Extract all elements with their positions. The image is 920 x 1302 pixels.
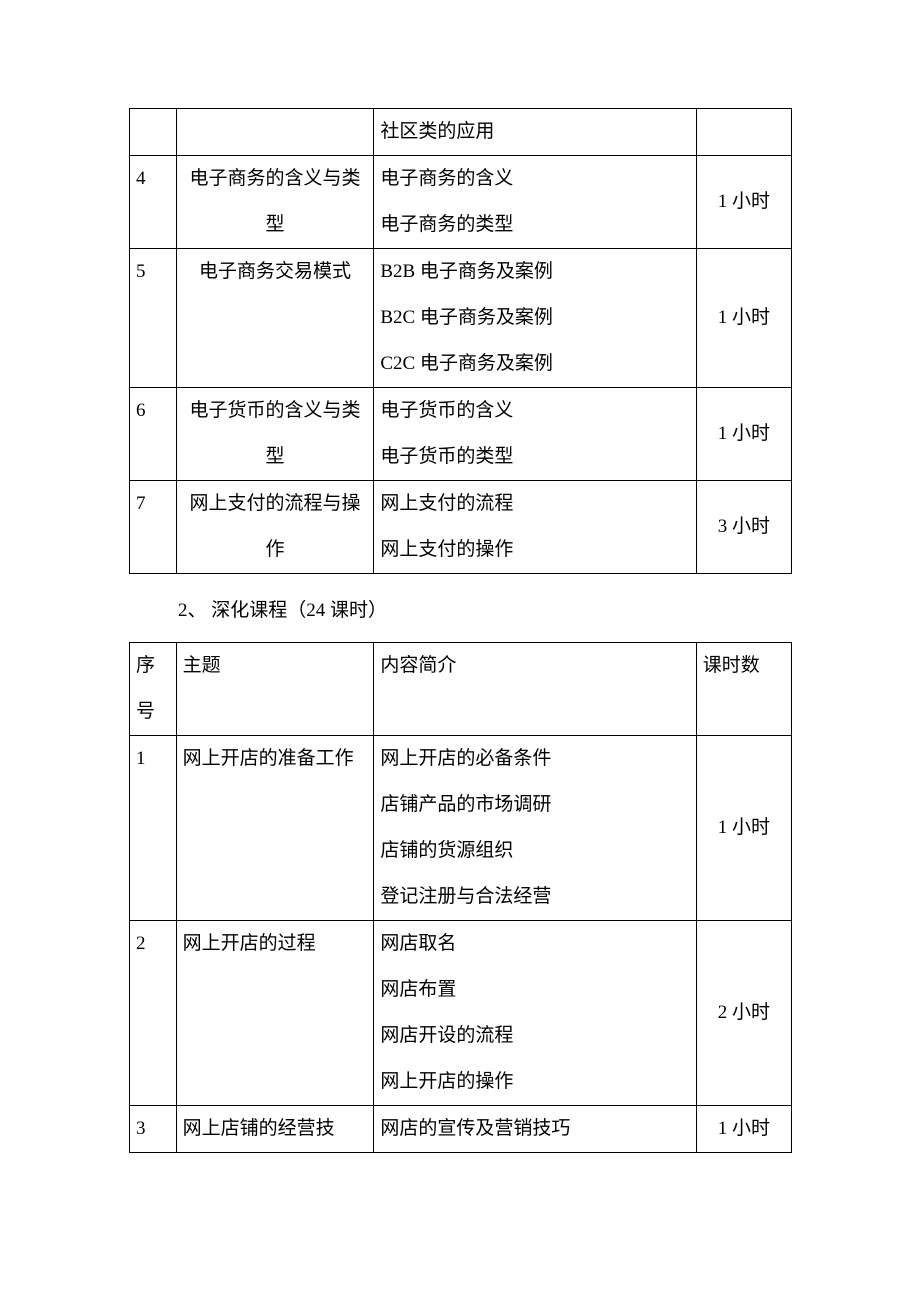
cell-topic: 网上支付的流程与操作 xyxy=(176,481,374,574)
cell-index: 4 xyxy=(130,156,177,249)
cell-hours: 1 小时 xyxy=(696,736,791,921)
cell-desc: 网店的宣传及营销技巧 xyxy=(374,1106,696,1153)
cell-desc: 社区类的应用 xyxy=(374,109,696,156)
cell-desc: 电子货币的含义电子货币的类型 xyxy=(374,388,696,481)
cell-topic: 电子商务的含义与类型 xyxy=(176,156,374,249)
cell-topic xyxy=(176,109,374,156)
cell-hours: 1 小时 xyxy=(696,249,791,388)
cell-index: 5 xyxy=(130,249,177,388)
cell-hours: 1 小时 xyxy=(696,1106,791,1153)
table-row: 1 网上开店的准备工作 网上开店的必备条件店铺产品的市场调研店铺的货源组织登记注… xyxy=(130,736,792,921)
table-row: 7 网上支付的流程与操作 网上支付的流程网上支付的操作 3 小时 xyxy=(130,481,792,574)
table-row: 社区类的应用 xyxy=(130,109,792,156)
header-hours: 课时数 xyxy=(696,643,791,736)
section-heading: 2、 深化课程（24 课时） xyxy=(178,588,920,634)
cell-desc: 网店取名网店布置网店开设的流程网上开店的操作 xyxy=(374,921,696,1106)
cell-hours: 1 小时 xyxy=(696,388,791,481)
cell-topic: 电子货币的含义与类型 xyxy=(176,388,374,481)
table-row: 5 电子商务交易模式 B2B 电子商务及案例B2C 电子商务及案例C2C 电子商… xyxy=(130,249,792,388)
document-page: 社区类的应用 4 电子商务的含义与类型 电子商务的含义电子商务的类型 1 小时 … xyxy=(0,0,920,1302)
cell-hours xyxy=(696,109,791,156)
header-index: 序号 xyxy=(130,643,177,736)
cell-topic: 网上开店的准备工作 xyxy=(176,736,374,921)
table-row: 3 网上店铺的经营技 网店的宣传及营销技巧 1 小时 xyxy=(130,1106,792,1153)
table-row: 4 电子商务的含义与类型 电子商务的含义电子商务的类型 1 小时 xyxy=(130,156,792,249)
cell-topic: 电子商务交易模式 xyxy=(176,249,374,388)
cell-desc: B2B 电子商务及案例B2C 电子商务及案例C2C 电子商务及案例 xyxy=(374,249,696,388)
course-table-2: 序号 主题 内容简介 课时数 1 网上开店的准备工作 网上开店的必备条件店铺产品… xyxy=(129,642,792,1153)
cell-desc: 电子商务的含义电子商务的类型 xyxy=(374,156,696,249)
cell-index xyxy=(130,109,177,156)
header-desc: 内容简介 xyxy=(374,643,696,736)
cell-index: 1 xyxy=(130,736,177,921)
table-header-row: 序号 主题 内容简介 课时数 xyxy=(130,643,792,736)
cell-hours: 2 小时 xyxy=(696,921,791,1106)
cell-hours: 3 小时 xyxy=(696,481,791,574)
cell-index: 7 xyxy=(130,481,177,574)
table-row: 6 电子货币的含义与类型 电子货币的含义电子货币的类型 1 小时 xyxy=(130,388,792,481)
cell-topic: 网上开店的过程 xyxy=(176,921,374,1106)
cell-desc: 网上支付的流程网上支付的操作 xyxy=(374,481,696,574)
course-table-1: 社区类的应用 4 电子商务的含义与类型 电子商务的含义电子商务的类型 1 小时 … xyxy=(129,108,792,574)
cell-desc: 网上开店的必备条件店铺产品的市场调研店铺的货源组织登记注册与合法经营 xyxy=(374,736,696,921)
cell-topic: 网上店铺的经营技 xyxy=(176,1106,374,1153)
cell-hours: 1 小时 xyxy=(696,156,791,249)
cell-index: 3 xyxy=(130,1106,177,1153)
header-topic: 主题 xyxy=(176,643,374,736)
cell-index: 2 xyxy=(130,921,177,1106)
table-row: 2 网上开店的过程 网店取名网店布置网店开设的流程网上开店的操作 2 小时 xyxy=(130,921,792,1106)
cell-index: 6 xyxy=(130,388,177,481)
